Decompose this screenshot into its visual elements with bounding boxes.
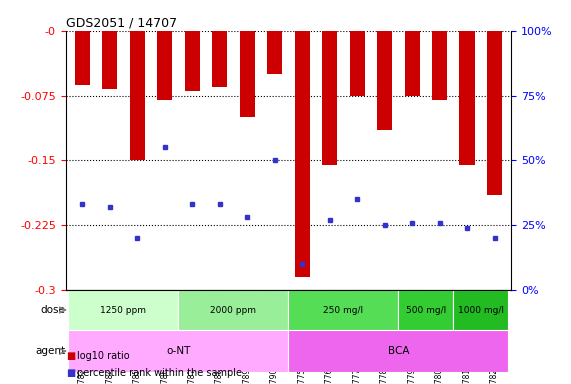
Text: GSM105778: GSM105778 <box>380 293 389 339</box>
Bar <box>288 330 508 372</box>
Text: GSM105787: GSM105787 <box>188 293 196 339</box>
Text: GSM105775: GSM105775 <box>297 368 307 384</box>
Text: 2000 ppm: 2000 ppm <box>210 306 256 314</box>
Bar <box>349 31 365 96</box>
Text: GSM105775: GSM105775 <box>297 293 307 339</box>
Text: 1250 ppm: 1250 ppm <box>100 306 146 314</box>
Text: percentile rank within the sample: percentile rank within the sample <box>77 368 242 378</box>
Text: agent: agent <box>35 346 66 356</box>
Text: dose: dose <box>41 305 66 315</box>
Text: o-NT: o-NT <box>166 346 191 356</box>
Text: GSM105783: GSM105783 <box>78 293 87 339</box>
Bar <box>184 31 200 91</box>
Text: GSM105783: GSM105783 <box>78 368 87 384</box>
Text: GSM105789: GSM105789 <box>243 293 252 339</box>
Bar <box>322 31 337 165</box>
Text: GSM105787: GSM105787 <box>188 368 196 384</box>
Text: BCA: BCA <box>388 346 409 356</box>
Text: ■: ■ <box>66 351 75 361</box>
Text: GSM105777: GSM105777 <box>352 293 361 339</box>
Bar <box>404 31 420 96</box>
Text: GSM105781: GSM105781 <box>463 293 472 339</box>
Bar <box>69 330 288 372</box>
Bar <box>399 290 453 330</box>
Text: 1000 mg/l: 1000 mg/l <box>458 306 504 314</box>
Text: GSM105788: GSM105788 <box>215 293 224 339</box>
Text: GSM105790: GSM105790 <box>270 293 279 339</box>
Text: 500 mg/l: 500 mg/l <box>405 306 446 314</box>
Bar <box>377 31 392 130</box>
Bar <box>432 31 447 100</box>
Text: GSM105786: GSM105786 <box>160 368 169 384</box>
Bar <box>75 31 90 85</box>
Bar <box>487 31 502 195</box>
Text: GSM105779: GSM105779 <box>408 293 417 339</box>
Text: GSM105782: GSM105782 <box>490 293 499 339</box>
Text: GSM105785: GSM105785 <box>132 293 142 339</box>
Text: GSM105778: GSM105778 <box>380 368 389 384</box>
Text: GSM105789: GSM105789 <box>243 368 252 384</box>
Text: GSM105777: GSM105777 <box>352 368 361 384</box>
Bar <box>178 290 288 330</box>
Bar <box>288 290 399 330</box>
Text: GSM105780: GSM105780 <box>435 368 444 384</box>
Text: 250 mg/l: 250 mg/l <box>323 306 363 314</box>
Bar <box>102 31 117 89</box>
Text: GSM105784: GSM105784 <box>105 368 114 384</box>
Text: GSM105784: GSM105784 <box>105 293 114 339</box>
Text: GSM105781: GSM105781 <box>463 368 472 384</box>
Text: GSM105780: GSM105780 <box>435 293 444 339</box>
Bar <box>212 31 227 87</box>
Bar <box>69 290 178 330</box>
Bar <box>460 31 475 165</box>
Bar <box>453 290 508 330</box>
Text: GSM105776: GSM105776 <box>325 368 334 384</box>
Text: GSM105790: GSM105790 <box>270 368 279 384</box>
Bar <box>157 31 172 100</box>
Bar <box>130 31 144 161</box>
Text: GSM105786: GSM105786 <box>160 293 169 339</box>
Text: ■: ■ <box>66 368 75 378</box>
Text: GSM105788: GSM105788 <box>215 368 224 384</box>
Bar <box>267 31 282 74</box>
Text: GSM105779: GSM105779 <box>408 368 417 384</box>
Text: log10 ratio: log10 ratio <box>77 351 130 361</box>
Text: GSM105776: GSM105776 <box>325 293 334 339</box>
Text: GSM105785: GSM105785 <box>132 368 142 384</box>
Bar <box>240 31 255 117</box>
Bar <box>295 31 309 277</box>
Text: GDS2051 / 14707: GDS2051 / 14707 <box>66 17 177 30</box>
Text: GSM105782: GSM105782 <box>490 368 499 384</box>
